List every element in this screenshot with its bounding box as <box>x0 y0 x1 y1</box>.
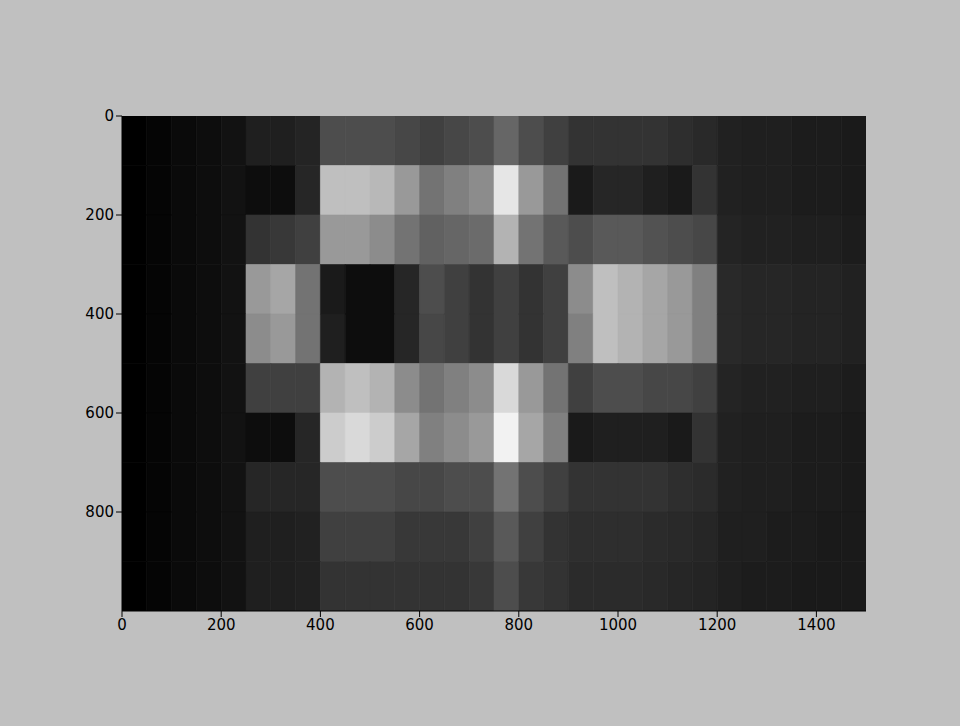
svg-text:400: 400 <box>85 305 114 323</box>
svg-text:600: 600 <box>405 616 434 634</box>
svg-text:1000: 1000 <box>599 616 637 634</box>
svg-text:600: 600 <box>85 404 114 422</box>
svg-text:1200: 1200 <box>698 616 736 634</box>
svg-text:0: 0 <box>104 107 114 125</box>
svg-text:0: 0 <box>117 616 127 634</box>
svg-text:200: 200 <box>207 616 236 634</box>
svg-text:800: 800 <box>504 616 533 634</box>
svg-text:1400: 1400 <box>797 616 835 634</box>
svg-text:800: 800 <box>85 503 114 521</box>
svg-text:400: 400 <box>306 616 335 634</box>
svg-text:200: 200 <box>85 206 114 224</box>
